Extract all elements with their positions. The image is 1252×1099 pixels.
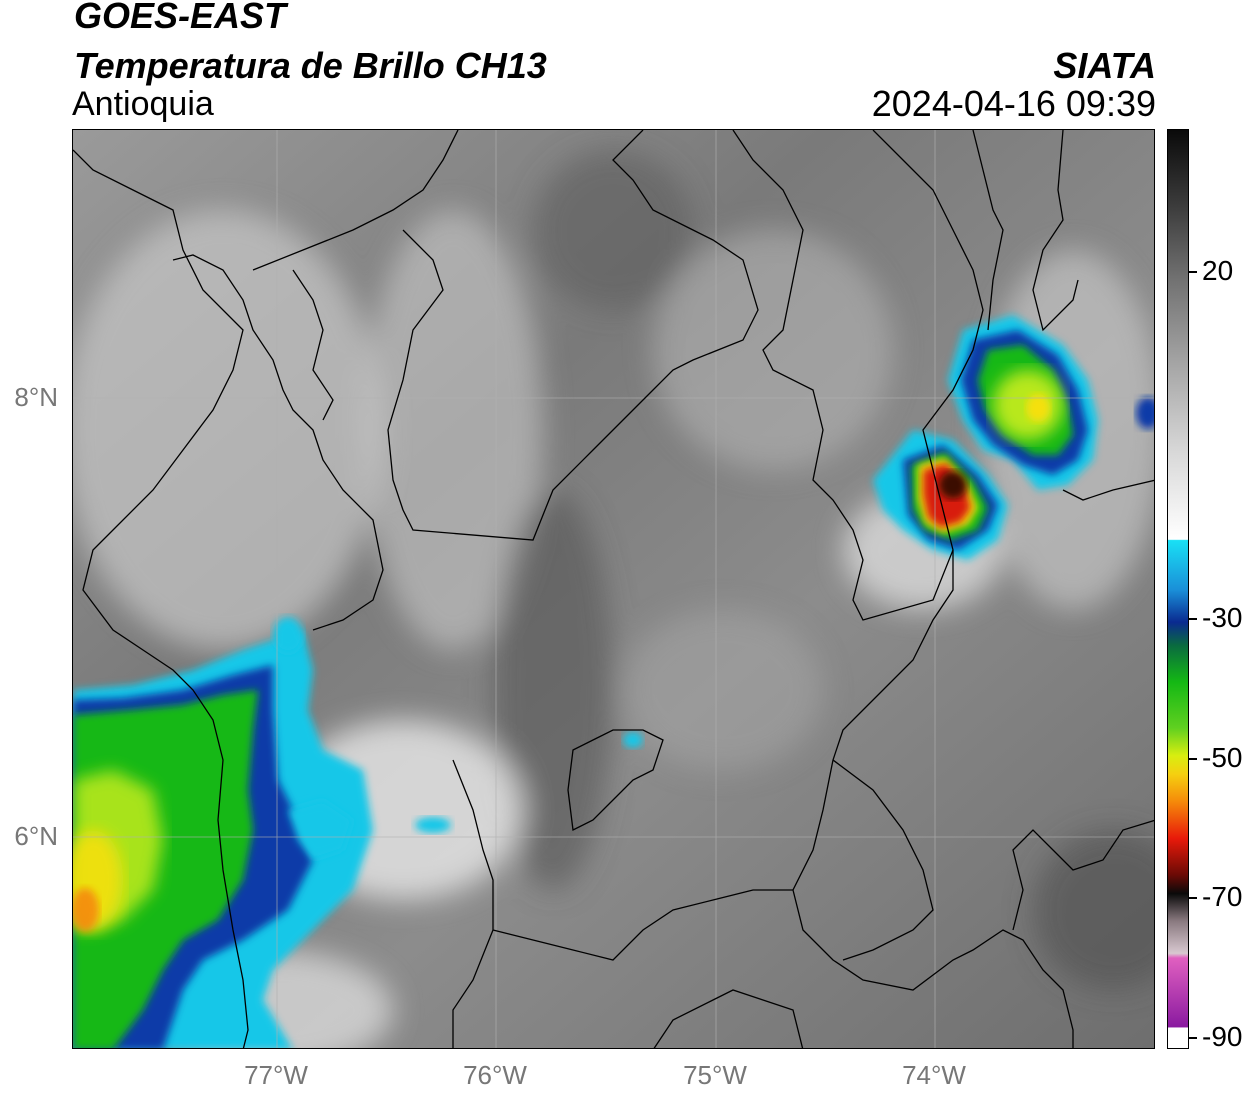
dept-border-4 <box>452 759 494 1048</box>
lat-label-8n: 8°N <box>14 382 58 412</box>
dept-border-8 <box>972 130 1004 331</box>
satellite-map <box>72 129 1155 1049</box>
colorbar-label-minus90: -90 <box>1202 1021 1243 1052</box>
dept-border-2 <box>732 130 984 621</box>
lon-label-74w: 74°W <box>902 1060 966 1090</box>
map-gridlines <box>73 130 1154 1048</box>
boundaries <box>73 130 1154 1048</box>
colorbar-label-20: 20 <box>1202 255 1234 286</box>
colorbar-label-minus70: -70 <box>1202 881 1243 912</box>
title-line2: Temperatura de Brillo CH13 <box>74 45 547 86</box>
temperature-colorbar <box>1167 129 1189 1049</box>
colorbar-tick-minus90 <box>1189 1037 1197 1039</box>
colorbar-tick-minus50 <box>1189 758 1197 760</box>
dept-border-5 <box>567 729 664 831</box>
west-cloud-system <box>73 617 451 1048</box>
dept-border-3 <box>792 550 1074 1048</box>
coastline-gulf <box>172 254 384 631</box>
dept-border-11 <box>1012 819 1154 931</box>
lon-label-75w: 75°W <box>683 1060 747 1090</box>
colorbar-tick-20 <box>1189 271 1197 273</box>
gulf-inner <box>292 269 334 421</box>
title-line1: GOES-EAST <box>74 0 287 36</box>
colorbar-label-minus50: -50 <box>1202 742 1243 773</box>
colorbar-gradient <box>1168 130 1188 1048</box>
lon-label-77w: 77°W <box>244 1060 308 1090</box>
dept-border-12 <box>832 759 934 961</box>
brand-label: SIATA <box>1053 45 1156 86</box>
colorbar-tick-minus30 <box>1189 618 1197 620</box>
map-canvas <box>73 130 1154 1048</box>
north-coast <box>252 130 459 271</box>
timestamp: 2024-04-16 09:39 <box>871 83 1156 124</box>
dept-border-9 <box>1032 130 1079 332</box>
colorbar-label-minus30: -30 <box>1202 602 1243 633</box>
dept-border-7 <box>492 889 793 961</box>
subtitle: Antioquia <box>72 85 214 123</box>
dept-border-6 <box>653 989 804 1048</box>
colorbar-tick-minus70 <box>1189 897 1197 899</box>
dept-border-1 <box>387 130 759 541</box>
lon-label-76w: 76°W <box>463 1060 527 1090</box>
lat-label-6n: 6°N <box>14 821 58 851</box>
dept-border-10 <box>1062 479 1154 501</box>
